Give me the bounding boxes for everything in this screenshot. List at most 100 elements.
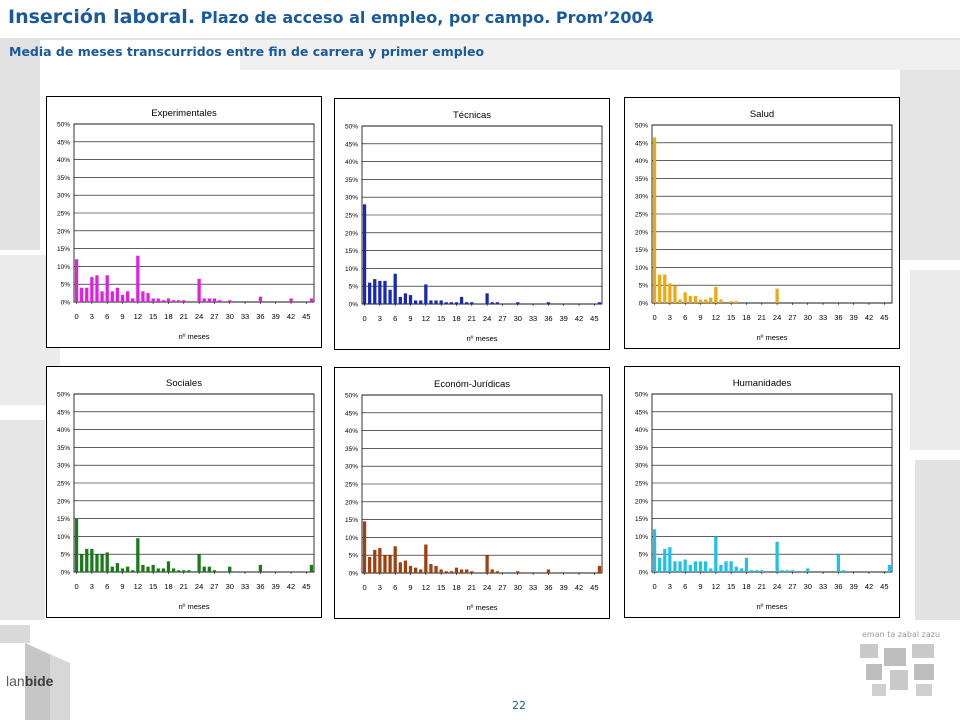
chart-tecnicas: Técnicas 0% 5% 10% 15% 20% 25% 30% 35% 40% 45% 50% 0… — [345, 110, 603, 343]
bar — [383, 555, 387, 573]
bar — [105, 275, 109, 302]
bar — [136, 538, 140, 572]
x-tick-label: 9 — [698, 582, 702, 591]
x-tick-label: 12 — [134, 582, 142, 591]
x-tick-label: 6 — [105, 582, 109, 591]
bar — [197, 278, 201, 302]
x-tick-label: 45 — [590, 583, 598, 592]
x-tick-label: 33 — [529, 583, 537, 592]
bar — [110, 291, 114, 302]
y-tick-label: 50% — [635, 123, 648, 130]
y-tick-label: 40% — [57, 157, 70, 164]
bar — [171, 568, 176, 572]
bar — [836, 554, 841, 572]
bar — [309, 298, 314, 302]
bar — [546, 302, 551, 304]
chart-panel-humanidades: Humanidades 0% 5% 10% 15% 20% 25% 30% 35% 40% 45% 5… — [624, 366, 900, 618]
y-tick-label: 10% — [57, 534, 70, 541]
bar — [207, 566, 211, 572]
bar — [673, 561, 677, 572]
background-tile — [915, 460, 960, 620]
bar — [110, 566, 114, 572]
y-tick-label: 20% — [345, 230, 358, 237]
x-tick-label: 6 — [683, 313, 687, 322]
x-tick-label: 42 — [575, 314, 583, 323]
bar — [454, 567, 459, 573]
x-tick-label: 27 — [788, 582, 796, 591]
bar — [597, 302, 602, 304]
bar — [156, 298, 160, 302]
bar — [398, 562, 402, 573]
x-tick-label: 30 — [514, 314, 522, 323]
x-tick-label: 18 — [452, 314, 460, 323]
bar — [485, 555, 489, 573]
y-tick-label: 35% — [635, 176, 648, 183]
bar — [744, 557, 749, 572]
bar — [449, 302, 453, 304]
x-tick-label: 9 — [120, 312, 124, 321]
y-tick-label: 25% — [635, 212, 648, 219]
bar — [663, 274, 667, 303]
bar — [749, 570, 754, 572]
bar — [449, 571, 453, 573]
x-tick-label: 15 — [437, 583, 445, 592]
x-tick-label: 27 — [498, 583, 506, 592]
y-tick-label: 10% — [345, 266, 358, 273]
bar — [182, 570, 186, 572]
bar — [125, 566, 130, 572]
y-tick-label: 5% — [349, 553, 359, 560]
bar — [719, 564, 723, 572]
x-tick-label: 39 — [272, 312, 280, 321]
x-tick-label: 30 — [226, 582, 234, 591]
bar — [683, 559, 687, 572]
x-tick-label: 18 — [164, 582, 172, 591]
bar — [444, 302, 448, 304]
bar — [413, 567, 418, 573]
bar — [166, 561, 171, 572]
y-tick-label: 45% — [57, 409, 70, 416]
bar — [516, 302, 520, 304]
x-tick-label: 30 — [226, 312, 234, 321]
x-tick-label: 15 — [727, 582, 735, 591]
y-tick-label: 20% — [345, 499, 358, 506]
y-tick-label: 0% — [349, 302, 359, 309]
x-tick-label: 3 — [90, 312, 94, 321]
bar — [383, 280, 387, 304]
bar — [419, 569, 423, 573]
bar — [388, 289, 392, 304]
bar — [465, 569, 469, 573]
y-tick-label: 35% — [345, 177, 358, 184]
background-tile — [0, 40, 40, 250]
chart-sociales: Sociales 0% 5% 10% 15% 20% 25% 30% 35% 40% 45% 50% 0… — [57, 378, 315, 611]
bar — [289, 298, 293, 302]
bar — [95, 554, 99, 572]
chart-panel-sociales: Sociales 0% 5% 10% 15% 20% 25% 30% 35% 40% 45% 50% 0… — [46, 366, 322, 618]
bar — [434, 300, 438, 304]
chart-panel-experimentales: Experimentales 0% 5% 10% 15% 20% 25% 30% 35% 40% 4… — [46, 96, 322, 348]
bar — [785, 570, 789, 572]
bar — [362, 521, 367, 573]
y-tick-label: 15% — [635, 247, 648, 254]
bar — [709, 297, 713, 303]
y-tick-label: 45% — [345, 141, 358, 148]
y-tick-label: 35% — [635, 445, 648, 452]
y-tick-label: 50% — [57, 392, 70, 399]
bar — [444, 571, 448, 573]
x-tick-label: 33 — [819, 313, 827, 322]
x-tick-label: 21 — [468, 314, 476, 323]
x-tick-label: 0 — [362, 583, 366, 592]
bar — [182, 300, 186, 302]
bar — [207, 298, 211, 302]
y-tick-label: 50% — [345, 393, 358, 400]
bar — [212, 570, 217, 572]
x-tick-label: 33 — [241, 312, 249, 321]
y-tick-label: 15% — [57, 246, 70, 253]
x-tick-label: 12 — [422, 314, 430, 323]
x-tick-label: 21 — [180, 582, 188, 591]
bar — [439, 569, 443, 573]
x-tick-label: 21 — [758, 582, 766, 591]
y-tick-label: 40% — [57, 427, 70, 434]
chart-panel-salud: Salud 0% 5% 10% 15% 20% 25% 30% 35% 40% 45% 50% 0 3 6 9… — [624, 97, 900, 349]
bar — [136, 255, 140, 302]
x-tick-label: 39 — [850, 313, 858, 322]
